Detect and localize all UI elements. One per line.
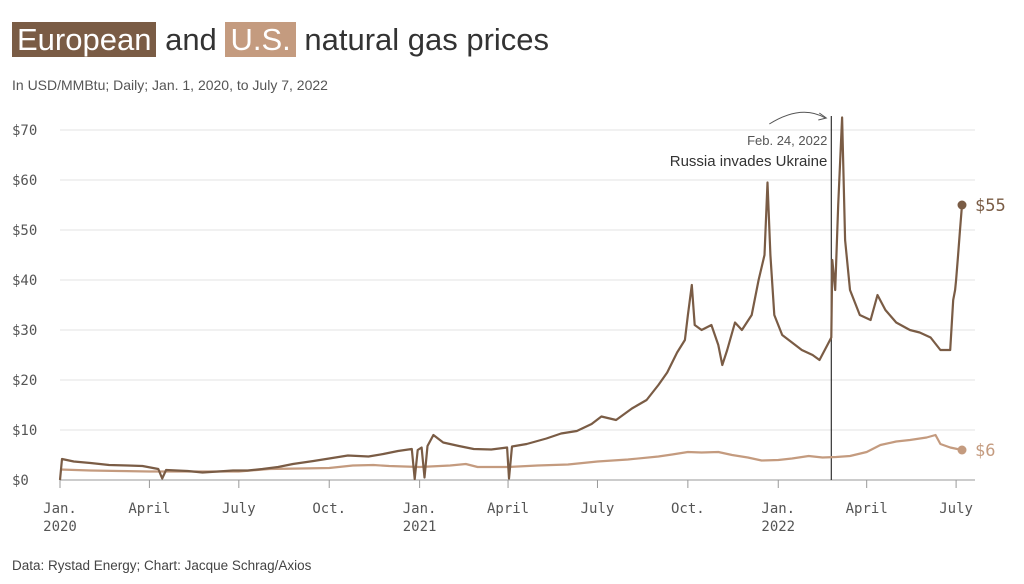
chart-subtitle: In USD/MMBtu; Daily; Jan. 1, 2020, to Ju… [12,77,328,93]
x-tick-label: April [128,501,170,517]
y-tick-label: $70 [12,123,37,139]
x-tick-label: July [222,501,256,517]
x-tick-label: July [581,501,615,517]
x-tick-year: 2020 [43,519,77,535]
x-axis: Jan. 2020 April July Oct. Jan. 2021 April July Oc… [43,479,975,535]
annotation-arrow [769,111,826,125]
y-tick-label: $40 [12,273,37,289]
us-end-dot [957,445,967,455]
europe-end-label: $55 [975,196,1006,216]
y-tick-label: $50 [12,223,37,239]
y-tick-label: $10 [12,423,37,439]
y-tick-label: $20 [12,373,37,389]
x-tick-label: April [846,501,888,517]
y-axis: $0 $10 $20 $30 $40 $50 $60 $70 [12,123,37,489]
x-tick-label: Jan. [403,501,437,517]
source-note: Data: Rystad Energy; Chart: Jacque Schra… [12,558,312,573]
x-tick-label: April [487,501,529,517]
annotation-date: Feb. 24, 2022 [747,133,827,148]
y-tick-label: $60 [12,173,37,189]
y-tick-label: $0 [12,473,29,489]
europe-series-line [58,116,964,481]
us-end-label: $6 [975,441,995,461]
europe-end-dot [957,200,967,210]
series-lines [58,116,964,481]
chart-title: European and U.S. natural gas prices [12,22,549,58]
x-tick-label: July [939,501,973,517]
x-tick-year: 2022 [761,519,795,535]
us-series-line [59,433,963,473]
title-connector: and [165,22,217,57]
title-rest: natural gas prices [304,22,550,57]
series-end-labels: $6 $55 [957,196,1006,461]
y-tick-label: $30 [12,323,37,339]
annotation-text: Russia invades Ukraine [670,153,828,170]
annotation-arrowhead [818,112,828,121]
invasion-annotation: Feb. 24, 2022 Russia invades Ukraine [670,111,832,480]
title-us-label: U.S. [225,22,296,57]
x-tick-label: Jan. [43,501,77,517]
x-tick-label: Oct. [671,501,705,517]
x-tick-year: 2021 [403,519,437,535]
x-tick-label: Jan. [761,501,795,517]
gridlines [60,129,975,481]
title-europe-label: European [12,22,157,57]
x-tick-label: Oct. [312,501,346,517]
